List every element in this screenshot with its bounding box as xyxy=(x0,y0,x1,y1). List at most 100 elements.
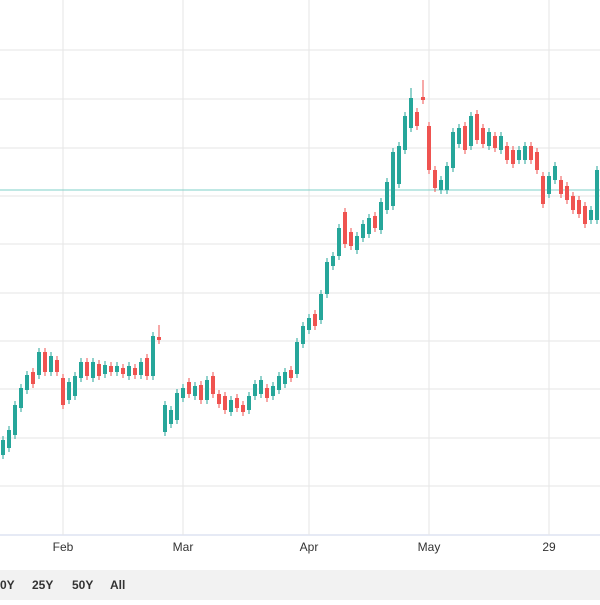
candle-body xyxy=(547,176,551,194)
candle-body xyxy=(373,216,377,228)
candle-body xyxy=(421,97,425,100)
candle-body xyxy=(493,136,497,148)
candle-body xyxy=(211,376,215,394)
candle-body xyxy=(241,405,245,412)
candle-body xyxy=(541,176,545,204)
candle-body xyxy=(535,152,539,170)
candle-body xyxy=(385,182,389,210)
candle-body xyxy=(127,366,131,376)
candle-body xyxy=(583,206,587,224)
candle-body xyxy=(391,152,395,206)
candle-body xyxy=(301,326,305,344)
candle-body xyxy=(511,150,515,164)
candle-body xyxy=(37,352,41,375)
candle-body xyxy=(25,375,29,390)
candle-body xyxy=(355,236,359,250)
candle-body xyxy=(499,136,503,150)
toolbar xyxy=(0,570,600,600)
candle-body xyxy=(589,210,593,220)
candle-body xyxy=(181,388,185,398)
candle-body xyxy=(409,98,413,128)
range-button[interactable]: All xyxy=(110,578,125,592)
candle-body xyxy=(139,362,143,375)
candle-body xyxy=(571,196,575,210)
candle-body xyxy=(415,112,419,126)
candle-body xyxy=(319,294,323,320)
range-button[interactable]: 0Y xyxy=(0,578,15,592)
candle-body xyxy=(85,362,89,376)
candle-body xyxy=(31,372,35,384)
candle-body xyxy=(73,376,77,396)
candle-body xyxy=(97,364,101,376)
candle-body xyxy=(403,116,407,150)
candle-body xyxy=(91,362,95,378)
candle-body xyxy=(307,318,311,330)
candle-body xyxy=(379,202,383,230)
candle-body xyxy=(223,396,227,410)
candle-body xyxy=(397,146,401,184)
candle-body xyxy=(439,180,443,190)
candle-body xyxy=(151,336,155,376)
candle-body xyxy=(109,366,113,372)
candle-body xyxy=(67,382,71,400)
candle-body xyxy=(133,368,137,375)
candle-body xyxy=(463,126,467,150)
candle-body xyxy=(259,380,263,394)
candle-body xyxy=(487,132,491,146)
candle-body xyxy=(595,170,599,220)
candle-body xyxy=(343,212,347,244)
candle-body xyxy=(565,186,569,200)
candle-body xyxy=(229,400,233,412)
candle-body xyxy=(121,368,125,374)
range-button[interactable]: 25Y xyxy=(32,578,53,592)
candle-body xyxy=(559,180,563,194)
candle-body xyxy=(517,150,521,160)
candle-body xyxy=(445,166,449,190)
candle-body xyxy=(115,366,119,372)
x-tick-label: Feb xyxy=(53,540,74,554)
candle-body xyxy=(217,394,221,404)
candle-body xyxy=(577,200,581,214)
candle-body xyxy=(451,132,455,168)
candle-body xyxy=(367,218,371,234)
candle-body xyxy=(193,386,197,396)
candle-body xyxy=(553,166,557,180)
x-tick-label: 29 xyxy=(542,540,556,554)
candle-body xyxy=(199,385,203,400)
candle-body xyxy=(325,262,329,294)
candle-body xyxy=(529,146,533,160)
candle-body xyxy=(361,224,365,238)
candle-body xyxy=(295,342,299,374)
candle-body xyxy=(265,388,269,398)
x-tick-label: Mar xyxy=(173,540,194,554)
x-tick-label: Apr xyxy=(300,540,319,554)
candle-body xyxy=(187,382,191,394)
candle-body xyxy=(169,410,173,424)
candle-body xyxy=(1,440,5,455)
candle-body xyxy=(13,405,17,435)
candle-body xyxy=(427,126,431,170)
candle-body xyxy=(61,378,65,405)
candle-body xyxy=(337,228,341,256)
candle-body xyxy=(469,116,473,146)
candle-body xyxy=(235,398,239,408)
candle-body xyxy=(175,393,179,420)
range-button[interactable]: 50Y xyxy=(72,578,93,592)
candle-body xyxy=(157,337,161,340)
candle-body xyxy=(145,358,149,376)
candle-body xyxy=(313,314,317,326)
candle-body xyxy=(271,386,275,396)
candle-body xyxy=(523,146,527,160)
candle-body xyxy=(331,256,335,266)
candle-body xyxy=(49,356,53,372)
candle-body xyxy=(475,114,479,140)
candle-body xyxy=(349,232,353,246)
candle-body xyxy=(43,352,47,372)
candle-body xyxy=(481,128,485,144)
candle-body xyxy=(7,430,11,448)
x-tick-label: May xyxy=(418,540,441,554)
candle-body xyxy=(253,384,257,396)
candle-body xyxy=(247,396,251,410)
candle-body xyxy=(277,376,281,390)
